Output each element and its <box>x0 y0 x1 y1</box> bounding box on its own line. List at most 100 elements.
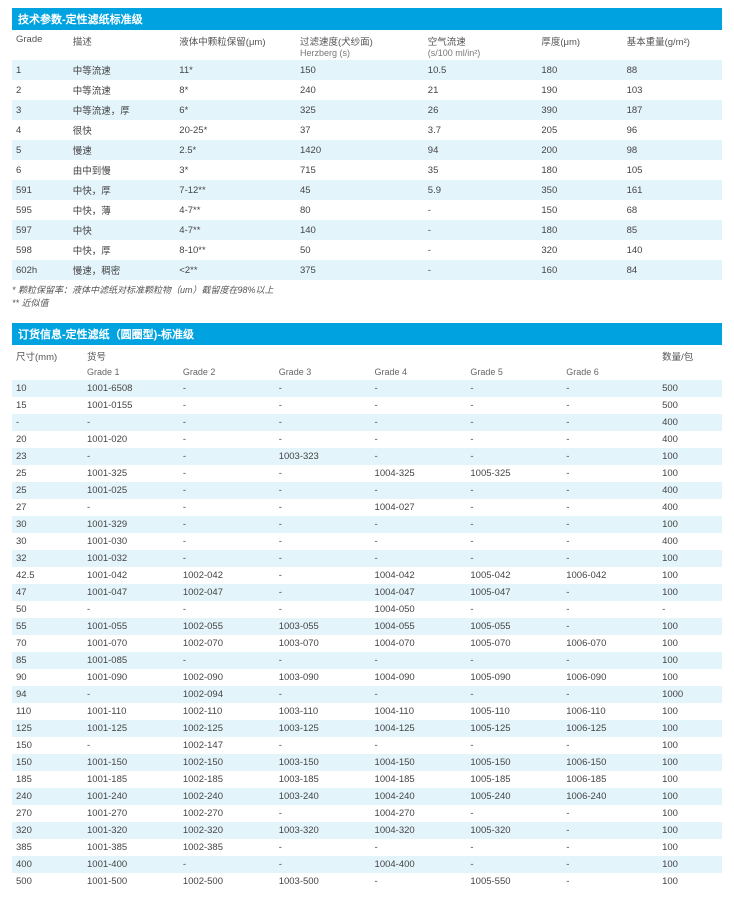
cell-size: 30 <box>12 516 83 533</box>
cell-sku: 1006-070 <box>562 635 658 652</box>
col-thickness: 厚度(μm) <box>537 30 622 60</box>
table-row: 94-1002-094----1000 <box>12 686 722 703</box>
cell-sku: 1001-329 <box>83 516 179 533</box>
table-row: 4001001-400--1004-400--100 <box>12 856 722 873</box>
table-row: 3201001-3201002-3201003-3201004-3201005-… <box>12 822 722 839</box>
cell: 1420 <box>296 140 424 160</box>
cell-sku: - <box>83 499 179 516</box>
cell-sku: - <box>179 482 275 499</box>
cell-size: 42.5 <box>12 567 83 584</box>
col-airflow-sub: (s/100 ml/in²) <box>428 48 534 58</box>
cell-qty: 500 <box>658 380 722 397</box>
cell-sku: - <box>466 652 562 669</box>
col-grade: Grade <box>12 30 69 60</box>
cell-qty: 500 <box>658 397 722 414</box>
table-row: 2401001-2401002-2401003-2401004-2401005-… <box>12 788 722 805</box>
table-row: 5慢速2.5*14209420098 <box>12 140 722 160</box>
cell-sku: - <box>275 431 371 448</box>
cell: 慢速，稠密 <box>69 260 176 280</box>
cell-sku: 1005-550 <box>466 873 562 890</box>
grade-subheader: Grade 3 <box>275 365 371 380</box>
cell-qty: 400 <box>658 431 722 448</box>
cell-sku: - <box>562 448 658 465</box>
cell: 8-10** <box>175 240 296 260</box>
cell-sku: 1002-147 <box>179 737 275 754</box>
cell-size: 400 <box>12 856 83 873</box>
cell-qty: 100 <box>658 516 722 533</box>
table-row: 301001-030-----400 <box>12 533 722 550</box>
cell: 595 <box>12 200 69 220</box>
cell-size: 270 <box>12 805 83 822</box>
cell-sku: - <box>466 397 562 414</box>
cell-sku: - <box>275 839 371 856</box>
cell-sku: 1002-070 <box>179 635 275 652</box>
cell-sku: - <box>562 856 658 873</box>
cell-sku: 1001-030 <box>83 533 179 550</box>
col-filtration-sub: Herzberg (s) <box>300 48 420 58</box>
cell-sku: 1004-110 <box>371 703 467 720</box>
cell: 由中到慢 <box>69 160 176 180</box>
cell-size: 23 <box>12 448 83 465</box>
section1-title: 技术参数-定性滤纸标准级 <box>12 8 722 30</box>
table-header-row: 尺寸(mm) 货号 数量/包 <box>12 345 722 365</box>
cell: 160 <box>537 260 622 280</box>
cell-sku: - <box>275 516 371 533</box>
cell-sku: 1003-500 <box>275 873 371 890</box>
cell-qty: 400 <box>658 533 722 550</box>
cell-size: 185 <box>12 771 83 788</box>
table-row: 1中等流速11*15010.518088 <box>12 60 722 80</box>
cell-sku: - <box>562 414 658 431</box>
cell-sku: - <box>562 516 658 533</box>
col-qty: 数量/包 <box>658 345 722 365</box>
table-row: 5001001-5001002-5001003-500-1005-550-100 <box>12 873 722 890</box>
table-row: 321001-032-----100 <box>12 550 722 567</box>
cell-sku: 1001-032 <box>83 550 179 567</box>
cell: 350 <box>537 180 622 200</box>
cell-sku: 1005-070 <box>466 635 562 652</box>
table-row: 1501001-1501002-1501003-1501004-1501005-… <box>12 754 722 771</box>
cell-size: 25 <box>12 465 83 482</box>
cell-sku: - <box>371 550 467 567</box>
cell-qty: 100 <box>658 584 722 601</box>
cell-sku: 1004-125 <box>371 720 467 737</box>
cell-sku: 1001-042 <box>83 567 179 584</box>
cell: 84 <box>623 260 722 280</box>
cell-sku: - <box>83 601 179 618</box>
cell-size: 240 <box>12 788 83 805</box>
cell-sku: - <box>562 873 658 890</box>
cell-sku: 1001-6508 <box>83 380 179 397</box>
cell-sku: - <box>179 601 275 618</box>
cell: 很快 <box>69 120 176 140</box>
cell: 7-12** <box>175 180 296 200</box>
cell: 180 <box>537 60 622 80</box>
cell: 中等流速 <box>69 60 176 80</box>
cell-sku: - <box>466 686 562 703</box>
table-row: 851001-085-----100 <box>12 652 722 669</box>
table-row: 101001-6508-----500 <box>12 380 722 397</box>
cell-qty: 400 <box>658 482 722 499</box>
cell: 190 <box>537 80 622 100</box>
cell-qty: 100 <box>658 873 722 890</box>
col-retention: 液体中颗粒保留(μm) <box>175 30 296 60</box>
cell-sku: 1004-055 <box>371 618 467 635</box>
table-row: 1101001-1101002-1101003-1101004-1101005-… <box>12 703 722 720</box>
cell-sku: 1006-090 <box>562 669 658 686</box>
cell-sku: - <box>179 550 275 567</box>
cell-sku: 1005-042 <box>466 567 562 584</box>
cell-sku: - <box>275 805 371 822</box>
cell-sku: 1002-125 <box>179 720 275 737</box>
cell-sku: - <box>371 380 467 397</box>
cell: 180 <box>537 160 622 180</box>
cell-sku: - <box>466 482 562 499</box>
cell-sku: 1006-042 <box>562 567 658 584</box>
cell-sku: - <box>275 567 371 584</box>
cell-sku: 1004-042 <box>371 567 467 584</box>
cell-sku: 1003-125 <box>275 720 371 737</box>
cell-sku: 1005-325 <box>466 465 562 482</box>
cell-sku: 1002-500 <box>179 873 275 890</box>
cell: 3.7 <box>424 120 538 140</box>
cell: 中等流速 <box>69 80 176 100</box>
cell: 4-7** <box>175 220 296 240</box>
cell-sku: - <box>466 737 562 754</box>
cell-sku: 1005-150 <box>466 754 562 771</box>
